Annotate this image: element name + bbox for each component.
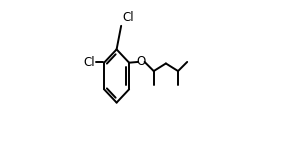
Text: Cl: Cl — [83, 56, 95, 69]
Text: O: O — [137, 55, 146, 68]
Text: Cl: Cl — [123, 11, 134, 24]
